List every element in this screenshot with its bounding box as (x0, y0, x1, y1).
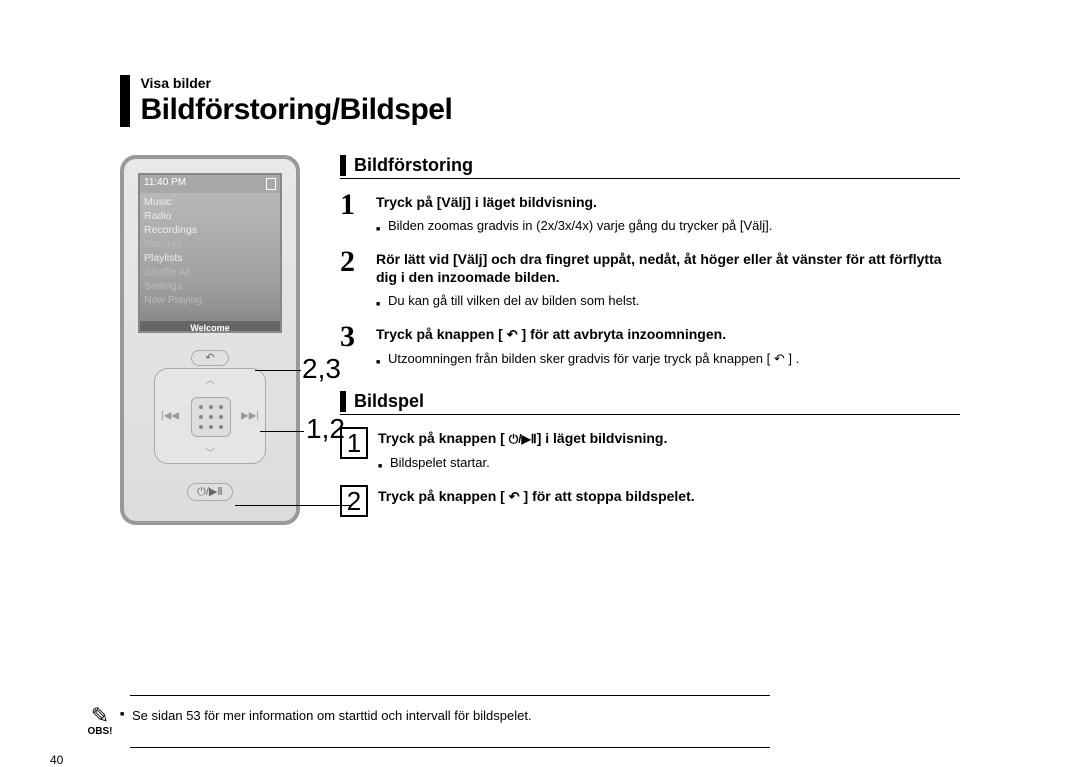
step-3: 3 Tryck på knappen [ ↶ ] för att avbryta… (340, 323, 960, 371)
callout-23: 2,3 (302, 353, 341, 385)
back-icon: ↶ (507, 326, 518, 344)
lead-line (235, 505, 350, 506)
step-title: Tryck på knappen [ ↶ ] för att avbryta i… (376, 325, 960, 344)
divider (340, 414, 960, 415)
chevron-up-icon: ︿ (205, 373, 214, 386)
step-title: Tryck på knappen [ ↶ ] för att stoppa bi… (378, 487, 960, 506)
step-title: Tryck på [Välj] i läget bildvisning. (376, 193, 960, 211)
device-illustration: 11:40 PM Music Radio Recordings Pictures… (120, 155, 320, 525)
slideshow-step-1: 1 Tryck på knappen [ ⏻/▶Ⅱ] i läget bildv… (340, 427, 960, 475)
lead-line (260, 431, 304, 432)
device-footer: Welcome (140, 321, 280, 333)
section-heading: Bildspel (340, 391, 960, 412)
menu-item: Music (144, 195, 276, 209)
divider (130, 747, 770, 748)
divider (340, 178, 960, 179)
menu-item: Radio (144, 209, 276, 223)
back-button-icon: ↶ (191, 350, 229, 366)
breadcrumb: Visa bilder (140, 75, 452, 91)
section-heading: Bildförstoring (340, 155, 960, 176)
step-number: 2 (340, 248, 370, 276)
menu-item: Settings (144, 279, 276, 293)
step-1: 1 Tryck på [Välj] i läget bildvisning. B… (340, 191, 960, 238)
menu-item: Playlists (144, 251, 276, 265)
prev-icon: |◀◀ (161, 411, 179, 422)
header-accent (120, 75, 130, 127)
step-number-box: 2 (340, 485, 368, 517)
step-2: 2 Rör lätt vid [Välj] och dra fingret up… (340, 248, 960, 313)
step-bullet: Bildspelet startar. (378, 454, 960, 471)
step-bullet: Bilden zoomas gradvis in (2x/3x/4x) varj… (376, 217, 960, 234)
divider (130, 695, 770, 696)
next-icon: ▶▶| (241, 411, 259, 422)
step-number: 1 (340, 191, 370, 219)
page-header: Visa bilder Bildförstoring/Bildspel (120, 75, 960, 127)
menu-item: Pictures (144, 237, 276, 251)
step-number: 3 (340, 323, 370, 351)
note-icon: ✎ (80, 706, 120, 726)
page-title: Bildförstoring/Bildspel (140, 93, 452, 127)
power-play-icon: ⏻/▶Ⅱ (509, 430, 537, 448)
note-section: ✎ OBS! Se sidan 53 för mer information o… (80, 695, 930, 748)
step-number-box: 1 (340, 427, 368, 459)
battery-icon (266, 178, 276, 190)
back-icon: ↶ (509, 488, 520, 506)
step-bullet: Du kan gå till vilken del av bilden som … (376, 292, 960, 309)
chevron-down-icon: ﹀ (205, 446, 214, 459)
back-icon: ↶ (774, 350, 785, 367)
note-text: Se sidan 53 för mer information om start… (120, 706, 930, 723)
menu-item: Now Playing (144, 293, 276, 307)
step-bullet: Utzoomningen från bilden sker gradvis fö… (376, 350, 960, 367)
power-play-button-icon: ⏻/▶Ⅱ (187, 483, 233, 501)
step-title: Tryck på knappen [ ⏻/▶Ⅱ] i läget bildvis… (378, 429, 960, 448)
menu-item: Recordings (144, 223, 276, 237)
step-title: Rör lätt vid [Välj] och dra fingret uppå… (376, 250, 960, 286)
menu-item: Shuffle All (144, 265, 276, 279)
page-number: 40 (50, 753, 63, 767)
lead-line (255, 370, 301, 371)
select-pad (191, 397, 231, 437)
note-label: OBS! (80, 726, 120, 737)
dpad: ︿ ﹀ |◀◀ ▶▶| (154, 368, 266, 464)
slideshow-step-2: 2 Tryck på knappen [ ↶ ] för att stoppa … (340, 485, 960, 517)
device-time: 11:40 PM (144, 177, 186, 188)
